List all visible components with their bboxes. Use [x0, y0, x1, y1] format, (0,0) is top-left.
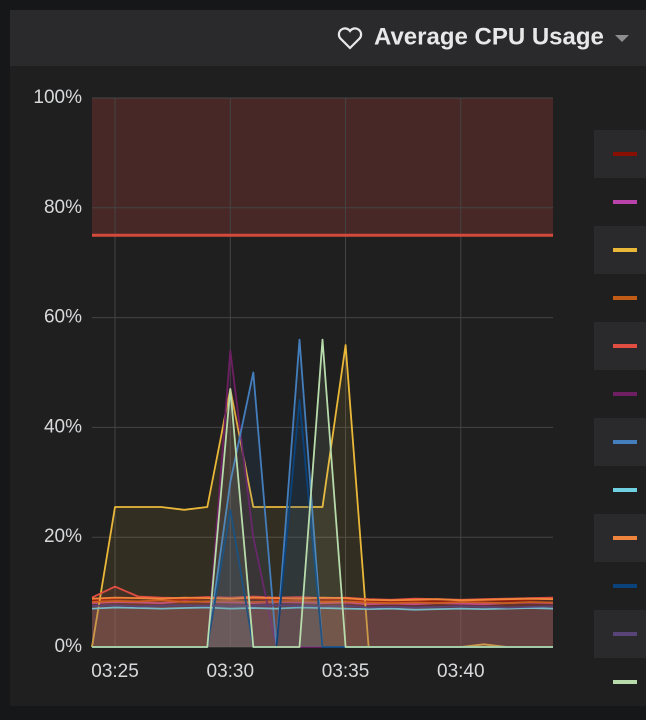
x-tick-label: 03:40 [437, 661, 485, 682]
y-tick-label: 40% [44, 416, 82, 437]
series-line [91, 344, 553, 648]
series-area [92, 339, 553, 647]
y-tick-label: 0% [55, 636, 83, 657]
series-line [92, 338, 553, 648]
title-group[interactable]: Average CPU Usage [337, 23, 629, 50]
y-tick-label: 80% [44, 197, 82, 218]
series-area [92, 601, 553, 647]
heart-icon [337, 27, 363, 50]
panel-header [10, 10, 646, 66]
series-line [91, 606, 554, 611]
series-area [92, 597, 553, 647]
x-tick-label: 03:30 [207, 661, 255, 682]
series-line [91, 604, 554, 609]
y-tick-label: 100% [33, 87, 82, 108]
series-line [91, 599, 554, 604]
series-area [92, 345, 553, 647]
series-line [91, 596, 554, 602]
series-area [92, 586, 553, 647]
dropdown-caret[interactable] [615, 35, 629, 42]
x-tick-label: 03:35 [322, 661, 370, 682]
series-area [92, 607, 553, 647]
panel-body [10, 10, 646, 706]
series-line [91, 600, 554, 606]
x-tick-label: 03:25 [91, 661, 139, 682]
threshold-area [92, 98, 553, 236]
y-tick-label: 20% [44, 526, 82, 547]
series-area [92, 605, 553, 647]
panel-title[interactable]: Average CPU Usage [374, 23, 604, 50]
y-tick-label: 60% [44, 307, 82, 328]
series-area [92, 600, 553, 647]
